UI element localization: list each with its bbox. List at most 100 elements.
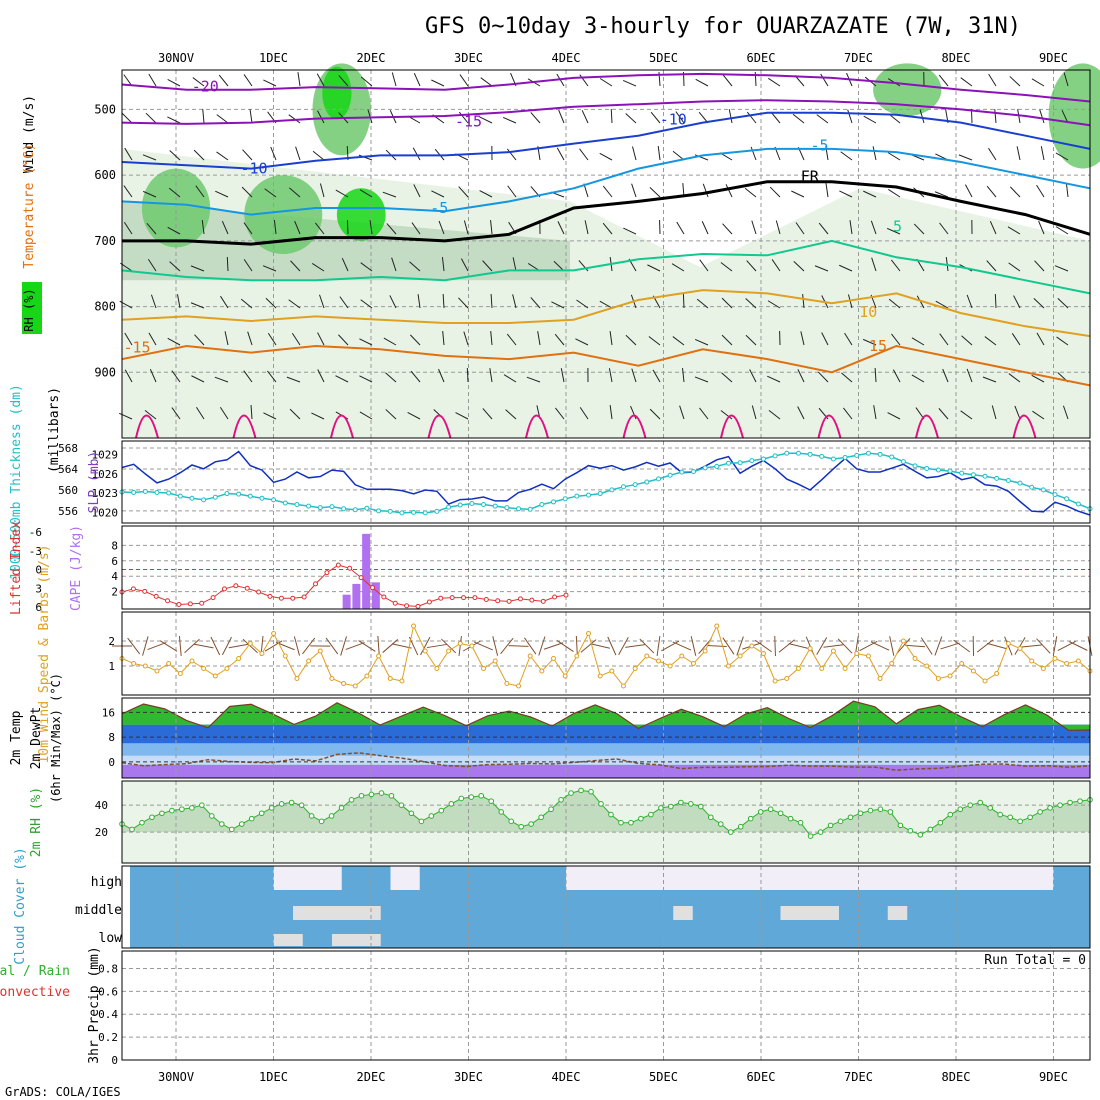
rh2m-point [209,813,215,819]
thickness-point [539,502,545,508]
contour-label: -15 [123,338,150,356]
thickness-point [667,472,673,478]
rh2m-point [238,821,245,827]
wind10m-barb [228,643,249,649]
wind10m-barb [441,638,457,654]
wind-barb [243,74,253,87]
thickness-point [166,490,172,496]
chart-title: GFS 0~10day 3-hourly for OUARZAZATE (7W,… [425,14,1021,39]
thickness-point [469,500,475,506]
rh2m-point [488,798,495,804]
rh-blob [141,168,211,248]
contour-label: 15 [869,337,887,355]
wind-barb [359,375,373,383]
wind10m-point [877,676,883,681]
rh2m-point [897,822,904,829]
wind-barb [191,375,205,383]
wind-barb [814,265,829,272]
wind10m-point [516,683,522,689]
wind-barb [1055,152,1069,161]
rh2m-point [907,827,914,834]
isotherm-15C [121,344,1091,387]
wind-barb [1033,298,1045,309]
wind-barb [240,298,253,309]
wind10m-point [702,648,708,654]
rh2m-point [228,826,235,833]
thickness-point [224,491,230,497]
rh2m-point [169,807,175,814]
wind-side-label: Wind (m/s) [22,95,37,173]
rh-blob [322,66,352,120]
lifted-point [267,593,273,599]
cloud-row-label-middle: middle [75,903,122,918]
cloud-panel: high middle low Cloud Cover (%) [13,847,1091,965]
wind-barb [505,409,517,420]
wind-barb [438,368,445,383]
thickness-point [959,470,965,476]
rh2m-point [847,814,854,821]
rh2m-point [937,819,944,826]
wind10m-point [352,683,358,689]
wind-barb [273,220,277,235]
wind-barb [960,410,973,420]
temp-tick-label: 0 [108,756,115,769]
thickness-point [679,469,685,475]
wind10m-barb [1036,638,1051,654]
wind-barb [986,185,997,198]
lifted-point [142,588,148,594]
rh2m-point [498,809,505,815]
lifted-point [199,600,205,606]
wind10m-barb [474,641,493,651]
slp-label: SLP (mb) [87,451,102,514]
wind-barb [249,109,253,124]
slp-tick-label: 1029 [92,449,119,462]
lifted-point [563,592,569,598]
wind-barb [297,72,301,87]
wind-barb [168,187,181,198]
wind10m-barb [193,643,214,649]
wind10m-point [597,673,603,679]
wind-barb [489,368,493,383]
wind10m-barb [607,636,617,656]
wind-barb [771,259,781,272]
wind10m-point [900,638,906,644]
lifted-point [301,594,307,600]
wind-barb [460,258,469,272]
wind10m-point [457,641,463,646]
wind10m-point [142,663,148,669]
wind10m-barb [325,637,339,655]
thickness-point [131,490,137,496]
wind-barb [145,112,157,124]
wind-barb [960,77,973,87]
wind-barb [750,146,757,161]
isotherm-20C-loop [427,414,452,439]
wind10m-point [679,653,685,659]
wind10m-point [422,648,428,654]
wind-barb [359,189,373,198]
wind-barb [722,74,733,87]
wind10m-barb [538,636,546,656]
rh-tick-label: 20 [95,826,108,839]
wind10m-point [212,673,218,679]
rh2m-point [638,815,644,822]
thickness-point [271,497,277,503]
wind-barb [657,146,661,161]
rh-side-swatch [22,282,42,334]
wind-barb [699,407,709,420]
lifted-point [529,597,535,603]
thickness-point [795,450,801,456]
wind-barb [144,409,157,420]
panel-frame [121,440,1091,524]
cape-bar [362,533,371,609]
lifted-point [256,589,262,595]
thickness-point [212,494,218,500]
wind-barb [218,74,229,87]
wind10m-point [399,678,405,684]
contour-label: 5 [893,217,902,235]
wind-barb [463,331,469,346]
bottom-date-axis: 30NOV 1DEC 2DEC 3DEC 4DEC 5DEC 6DEC 7DEC 8DEC 9DE… [158,1070,1068,1084]
wind10m-barb [426,643,447,649]
wind-barb [890,259,901,272]
wind-barb [360,262,373,272]
cape-bar [352,583,361,609]
